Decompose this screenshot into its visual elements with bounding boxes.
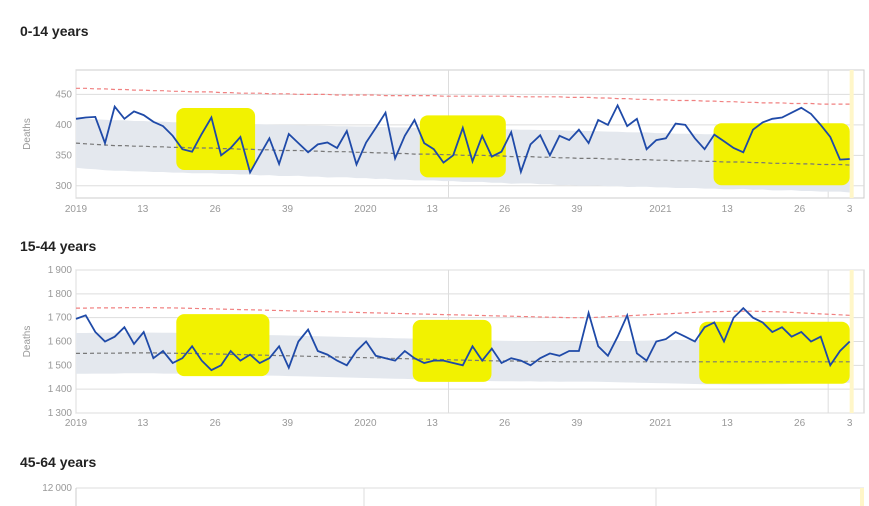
c2-ytick-label: 12 000 [42,483,72,494]
c0-ytick-label: 450 [55,89,72,100]
c1-ylabel: Deaths [22,326,33,358]
c0-xtick-label: 39 [571,204,583,215]
c1-xtick-label: 13 [137,418,149,429]
panel-title-45-64: 45-64 years [20,454,97,470]
c1-xtick-label: 3 [847,418,853,429]
c0-xtick-label: 26 [210,204,222,215]
c0-xtick-label: 2021 [649,204,672,215]
c0-xtick-label: 26 [794,204,806,215]
chart-0-14-years: 300 350 400 450 2019 13 26 39 2020 13 26 39 2021 13 26… [22,69,865,215]
c1-ytick-label: 1 600 [48,337,73,348]
c0-ytick-label: 300 [55,181,72,192]
c1-ytick-label: 1 700 [48,313,73,324]
c0-current-week-strip [849,70,854,198]
c1-highlight-1 [412,319,492,382]
c1-highlight-0 [176,314,270,377]
c1-xtick-label: 39 [571,418,583,429]
c1-xtick-label: 2020 [354,418,377,429]
c0-xtick-label: 2019 [65,204,88,215]
c0-highlight-0 [176,108,256,171]
c0-highlight-2 [713,123,850,186]
c0-ytick-label: 400 [55,120,72,131]
c0-upper-threshold-line [76,87,850,105]
chart-45-64-years: 12 000 [42,483,864,506]
panel-title-0-14: 0-14 years [20,23,89,39]
c0-xtick-label: 3 [847,204,853,215]
c1-xtick-label: 2019 [65,418,88,429]
c0-highlight-1 [419,115,506,178]
c0-xtick-label: 13 [427,204,439,215]
c1-xtick-label: 26 [210,418,222,429]
c1-xtick-label: 26 [794,418,806,429]
c2-current-week-strip [860,488,864,506]
c0-xtick-label: 2020 [354,204,377,215]
c1-xtick-label: 13 [427,418,439,429]
c1-xtick-label: 2021 [649,418,672,429]
c1-xtick-label: 26 [499,418,511,429]
c1-ytick-label: 1 400 [48,384,73,395]
chart-15-44-years: 1 300 1 400 1 500 1 600 1 700 1 800 1 900 2019 1… [22,265,865,429]
c0-xtick-label: 13 [137,204,149,215]
c1-observed-line [75,306,851,372]
c0-ylabel: Deaths [22,118,33,150]
c1-highlight-2 [699,321,850,384]
c0-xtick-label: 26 [499,204,511,215]
c1-xtick-label: 13 [722,418,734,429]
c1-baseline-line [76,352,850,363]
c1-ytick-label: 1 900 [48,265,73,276]
c0-baseline-line [75,142,850,166]
c0-ytick-label: 350 [55,150,72,161]
c1-ytick-label: 1 300 [48,408,73,419]
c0-observed-line [75,103,850,175]
c0-xtick-label: 39 [282,204,294,215]
c1-ytick-label: 1 500 [48,360,73,371]
c1-upper-threshold-line [76,307,850,319]
panel-title-15-44: 15-44 years [20,238,97,254]
c1-ytick-label: 1 800 [48,289,73,300]
c0-xtick-label: 13 [722,204,734,215]
c1-xtick-label: 39 [282,418,294,429]
c1-current-week-strip [849,270,854,413]
